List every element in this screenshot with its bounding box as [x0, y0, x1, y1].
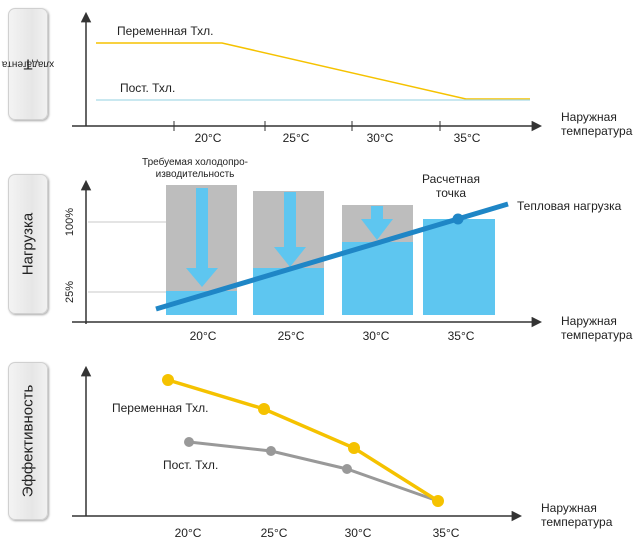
- p2-x-tick-35: 35°C: [448, 329, 475, 343]
- p2-arrow-30-shaft: [371, 206, 383, 221]
- p2-arrow-25-shaft: [284, 192, 296, 249]
- p1-variable-temp-line: [96, 42, 530, 100]
- p2-load-bar-35: [423, 219, 495, 315]
- p3-constant-point-30: [342, 464, 352, 474]
- p2-heat-load-label: Тепловая нагрузка: [517, 199, 622, 213]
- p2-arrow-20-shaft: [196, 188, 208, 270]
- p3-variable-point-25: [258, 403, 270, 415]
- p3-constant-temp-label: Пост. Тхл.: [163, 458, 218, 472]
- p1-x-tick-30: 30°C: [367, 131, 394, 145]
- p2-design-point-line1: Расчетная: [422, 172, 480, 186]
- p2-x-tick-30: 30°C: [363, 329, 390, 343]
- p3-variable-temp-line: [167, 378, 439, 503]
- p3-constant-point-20: [184, 437, 194, 447]
- p3-variable-point-20: [162, 374, 174, 386]
- panel-load: 100% 25% Требуемая холодопро- изводитель…: [64, 156, 633, 343]
- p2-load-bar-30: [342, 242, 413, 315]
- p1-x-tick-25: 25°C: [283, 131, 310, 145]
- p3-constant-point-25: [266, 446, 276, 456]
- p2-arrow-25: [274, 192, 306, 267]
- p3-x-label-line2: температура: [541, 515, 613, 529]
- p2-x-label-line1: Наружная: [561, 314, 617, 328]
- p1-x-tick-35: 35°C: [454, 131, 481, 145]
- p1-constant-temp-label: Пост. Тхл.: [120, 81, 175, 95]
- panel-efficiency: Переменная Тхл. Пост. Тхл. 20°C 25°C 30°…: [72, 365, 613, 540]
- panel-refrigerant-temperature: Переменная Тхл. Пост. Тхл. 20°C 25°C 30°…: [72, 11, 633, 145]
- p3-x-tick-20: 20°C: [175, 526, 202, 540]
- efficiency-label: Эффективность: [8, 362, 48, 520]
- p1-x-label-line1: Наружная: [561, 110, 617, 124]
- p2-arrow-20: [186, 188, 218, 287]
- p3-variable-point-35: [432, 495, 444, 507]
- p3-x-tick-30: 30°C: [345, 526, 372, 540]
- p2-heat-load-line: [155, 201, 509, 312]
- p2-x-tick-25: 25°C: [278, 329, 305, 343]
- p3-constant-temp-line: [188, 440, 439, 503]
- p1-x-label-line2: температура: [561, 124, 633, 138]
- p2-y-tick-100: 100%: [64, 208, 76, 236]
- p2-design-point-line2: точка: [436, 186, 467, 200]
- p2-arrow-30-head: [361, 219, 393, 240]
- load-label: Нагрузка: [8, 174, 48, 314]
- p2-required-capacity-line2: изводительность: [156, 169, 235, 180]
- p3-x-label-line1: Наружная: [541, 501, 597, 515]
- p2-required-capacity-line1: Требуемая холодопро-: [142, 156, 248, 168]
- p1-variable-temp-label: Переменная Тхл.: [117, 24, 213, 38]
- p1-x-tick-20: 20°C: [195, 131, 222, 145]
- p2-x-label-line2: температура: [561, 328, 633, 342]
- p2-design-point: [452, 213, 464, 225]
- p3-x-tick-35: 35°C: [433, 526, 460, 540]
- p2-y-tick-25: 25%: [64, 281, 76, 303]
- p2-x-tick-20: 20°C: [190, 329, 217, 343]
- p2-arrow-20-head: [186, 268, 218, 287]
- refrigerant-temp-label: Т хладагента: [2, 8, 54, 120]
- p2-arrow-30: [361, 206, 393, 240]
- p3-variable-point-30: [348, 442, 360, 454]
- p1-ticks: [173, 121, 441, 131]
- p3-x-tick-25: 25°C: [261, 526, 288, 540]
- p2-arrow-25-head: [274, 247, 306, 267]
- p3-variable-temp-label: Переменная Тхл.: [112, 401, 208, 415]
